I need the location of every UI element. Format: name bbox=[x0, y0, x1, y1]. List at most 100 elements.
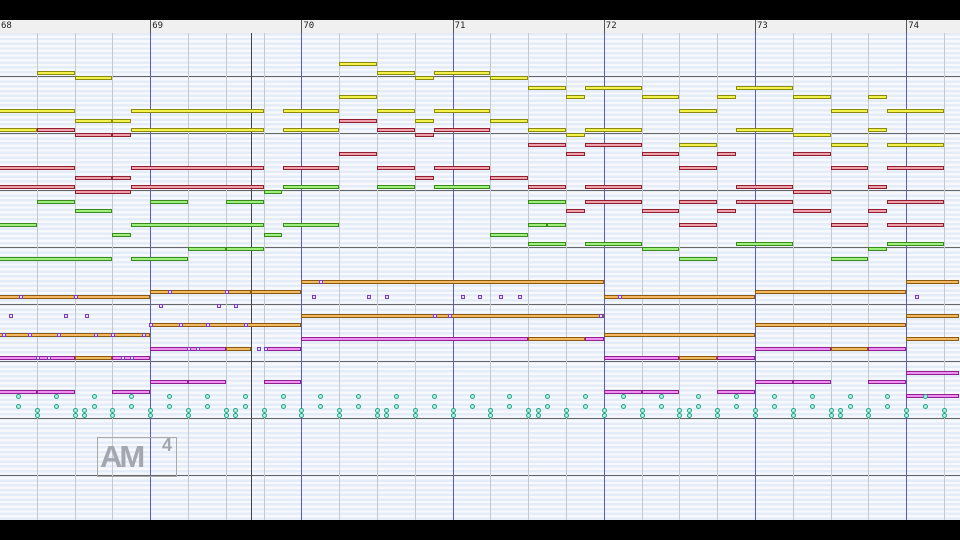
note-marker[interactable] bbox=[94, 332, 99, 337]
drum-hit[interactable] bbox=[885, 394, 891, 399]
note-yellow[interactable] bbox=[377, 71, 415, 76]
note-red[interactable] bbox=[112, 175, 132, 180]
drum-hit[interactable] bbox=[318, 394, 324, 399]
note-marker[interactable] bbox=[28, 332, 33, 337]
note-magenta[interactable] bbox=[717, 389, 755, 394]
note-green[interactable] bbox=[377, 185, 415, 190]
note-magenta[interactable] bbox=[301, 337, 529, 342]
note-red[interactable] bbox=[679, 223, 718, 228]
drum-hit[interactable] bbox=[82, 413, 88, 418]
note-red[interactable] bbox=[377, 166, 415, 171]
note-orange[interactable] bbox=[251, 289, 302, 294]
note-orange[interactable] bbox=[225, 346, 252, 351]
drum-hit[interactable] bbox=[53, 403, 59, 409]
note-orange[interactable] bbox=[528, 337, 585, 342]
drum-hit[interactable] bbox=[280, 394, 286, 399]
note-red[interactable] bbox=[679, 166, 718, 171]
note-marker[interactable] bbox=[599, 313, 604, 318]
note-magenta[interactable] bbox=[906, 394, 960, 399]
drum-hit[interactable] bbox=[186, 413, 191, 418]
note-marker[interactable] bbox=[130, 356, 135, 361]
note-yellow[interactable] bbox=[36, 71, 75, 76]
drum-hit[interactable] bbox=[904, 408, 910, 414]
note-red[interactable] bbox=[584, 142, 642, 147]
note-green[interactable] bbox=[282, 223, 340, 228]
drum-hit[interactable] bbox=[469, 403, 475, 409]
note-red[interactable] bbox=[131, 185, 264, 190]
note-marker[interactable] bbox=[64, 313, 69, 318]
note-red[interactable] bbox=[414, 133, 434, 138]
drum-hit[interactable] bbox=[129, 394, 135, 399]
note-red[interactable] bbox=[584, 199, 642, 204]
note-marker[interactable] bbox=[179, 323, 184, 328]
drum-hit[interactable] bbox=[753, 408, 758, 414]
drum-hit[interactable] bbox=[450, 413, 456, 418]
drum-hit[interactable] bbox=[148, 413, 154, 418]
note-yellow[interactable] bbox=[792, 95, 831, 100]
note-green[interactable] bbox=[225, 247, 264, 252]
note-red[interactable] bbox=[792, 190, 831, 195]
note-orange[interactable] bbox=[301, 280, 604, 285]
drum-hit[interactable] bbox=[582, 403, 588, 409]
note-yellow[interactable] bbox=[641, 95, 680, 100]
note-magenta[interactable] bbox=[906, 370, 960, 375]
note-red[interactable] bbox=[282, 166, 340, 171]
drum-hit[interactable] bbox=[847, 394, 853, 399]
note-orange[interactable] bbox=[755, 323, 907, 328]
note-green[interactable] bbox=[131, 223, 264, 228]
note-red[interactable] bbox=[490, 175, 529, 180]
drum-hit[interactable] bbox=[809, 394, 815, 399]
note-yellow[interactable] bbox=[74, 118, 113, 123]
note-marker[interactable] bbox=[158, 304, 163, 309]
drum-hit[interactable] bbox=[828, 408, 834, 414]
note-yellow[interactable] bbox=[566, 133, 585, 138]
note-yellow[interactable] bbox=[433, 109, 491, 114]
playhead-line[interactable] bbox=[251, 33, 253, 520]
drum-hit[interactable] bbox=[866, 408, 872, 414]
note-orange[interactable] bbox=[679, 356, 718, 361]
note-magenta[interactable] bbox=[150, 380, 188, 385]
drum-hit[interactable] bbox=[686, 408, 692, 414]
drum-hit[interactable] bbox=[242, 403, 248, 409]
note-marker[interactable] bbox=[205, 323, 210, 328]
note-orange[interactable] bbox=[906, 337, 960, 342]
drum-hit[interactable] bbox=[384, 413, 390, 418]
note-red[interactable] bbox=[528, 142, 566, 147]
drum-hit[interactable] bbox=[658, 403, 664, 409]
drum-hit[interactable] bbox=[261, 413, 267, 418]
drum-hit[interactable] bbox=[337, 408, 343, 414]
note-magenta[interactable] bbox=[868, 380, 907, 385]
drum-hit[interactable] bbox=[582, 394, 588, 399]
note-red[interactable] bbox=[0, 166, 75, 171]
note-yellow[interactable] bbox=[868, 95, 888, 100]
note-magenta[interactable] bbox=[0, 389, 37, 394]
drum-hit[interactable] bbox=[34, 413, 40, 418]
drum-hit[interactable] bbox=[299, 413, 305, 418]
note-magenta[interactable] bbox=[36, 389, 75, 394]
drum-hit[interactable] bbox=[280, 403, 286, 409]
note-orange[interactable] bbox=[301, 313, 604, 318]
drum-hit[interactable] bbox=[356, 394, 362, 399]
note-marker[interactable] bbox=[311, 294, 316, 299]
note-red[interactable] bbox=[868, 185, 888, 190]
drum-hit[interactable] bbox=[488, 408, 494, 414]
note-yellow[interactable] bbox=[490, 76, 529, 81]
drum-hit[interactable] bbox=[601, 413, 607, 418]
note-yellow[interactable] bbox=[717, 95, 737, 100]
note-yellow[interactable] bbox=[0, 128, 37, 133]
drum-hit[interactable] bbox=[790, 413, 796, 418]
drum-hit[interactable] bbox=[942, 413, 947, 418]
note-yellow[interactable] bbox=[868, 128, 888, 133]
drum-hit[interactable] bbox=[790, 408, 796, 414]
note-yellow[interactable] bbox=[792, 133, 831, 138]
note-red[interactable] bbox=[641, 209, 680, 214]
drum-hit[interactable] bbox=[34, 408, 40, 414]
note-red[interactable] bbox=[377, 128, 415, 133]
drum-hit[interactable] bbox=[715, 408, 721, 414]
drum-hit[interactable] bbox=[431, 394, 437, 399]
drum-hit[interactable] bbox=[72, 413, 78, 418]
note-yellow[interactable] bbox=[736, 128, 793, 133]
note-green[interactable] bbox=[150, 199, 188, 204]
note-red[interactable] bbox=[887, 223, 944, 228]
note-green[interactable] bbox=[0, 256, 113, 261]
